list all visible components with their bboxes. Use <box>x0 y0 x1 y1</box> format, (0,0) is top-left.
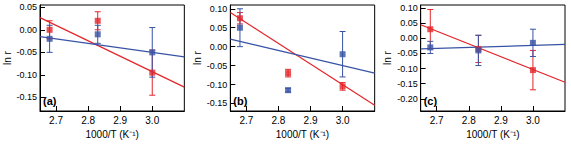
svg-text:2.9: 2.9 <box>494 115 508 126</box>
svg-text:2.8: 2.8 <box>271 115 285 126</box>
svg-text:0.10: 0.10 <box>400 3 418 13</box>
svg-text:1000/T (K⁻¹): 1000/T (K⁻¹) <box>85 129 138 140</box>
svg-text:1000/T (K⁻¹): 1000/T (K⁻¹) <box>466 129 519 140</box>
svg-text:-0.05: -0.05 <box>207 61 228 71</box>
svg-text:-0.10: -0.10 <box>207 80 228 90</box>
svg-text:-0.10: -0.10 <box>16 70 37 80</box>
svg-text:2.7: 2.7 <box>49 115 63 126</box>
svg-text:0.00: 0.00 <box>400 33 418 43</box>
svg-text:0.00: 0.00 <box>19 25 37 35</box>
svg-text:ln r: ln r <box>382 50 393 65</box>
svg-text:3.0: 3.0 <box>336 115 350 126</box>
svg-text:2.7: 2.7 <box>239 115 253 126</box>
svg-text:ln r: ln r <box>2 50 13 65</box>
svg-text:-0.15: -0.15 <box>16 92 37 102</box>
svg-text:(a): (a) <box>43 95 57 107</box>
svg-text:-0.05: -0.05 <box>397 48 418 58</box>
svg-text:0.05: 0.05 <box>400 18 418 28</box>
svg-text:ln r: ln r <box>192 50 203 65</box>
svg-text:0.10: 0.10 <box>210 4 228 14</box>
svg-text:-0.20: -0.20 <box>397 94 418 104</box>
svg-text:-0.05: -0.05 <box>16 47 37 57</box>
svg-text:(c): (c) <box>424 95 438 107</box>
svg-text:2.9: 2.9 <box>304 115 318 126</box>
svg-text:3.0: 3.0 <box>526 115 540 126</box>
svg-text:-0.15: -0.15 <box>397 79 418 89</box>
svg-text:1000/T (K⁻¹): 1000/T (K⁻¹) <box>276 129 329 140</box>
svg-text:2.8: 2.8 <box>462 115 476 126</box>
svg-text:3.0: 3.0 <box>145 115 159 126</box>
svg-text:2.8: 2.8 <box>81 115 95 126</box>
svg-text:(b): (b) <box>233 95 247 107</box>
svg-text:0.05: 0.05 <box>210 23 228 33</box>
svg-text:0.00: 0.00 <box>210 42 228 52</box>
svg-text:2.9: 2.9 <box>113 115 127 126</box>
svg-text:-0.10: -0.10 <box>397 64 418 74</box>
svg-text:-0.15: -0.15 <box>207 98 228 108</box>
svg-text:0.05: 0.05 <box>19 2 37 12</box>
svg-text:2.7: 2.7 <box>430 115 444 126</box>
